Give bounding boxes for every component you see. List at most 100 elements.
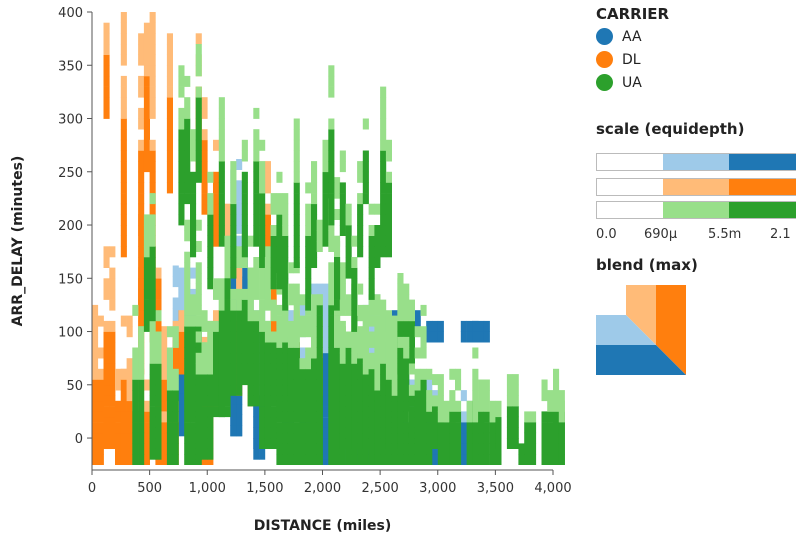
heatmap-cell-aa xyxy=(236,190,243,202)
heatmap-cell-ua xyxy=(287,422,294,434)
heatmap-cell-ua xyxy=(374,304,381,316)
heatmap-cell-ua xyxy=(351,406,358,418)
heatmap-cell-dl xyxy=(224,203,231,215)
heatmap-cell-ua xyxy=(190,203,197,215)
heatmap-cell-ua xyxy=(311,246,318,258)
heatmap-cell-ua xyxy=(247,363,254,375)
heatmap-cell-ua xyxy=(530,454,537,465)
heatmap-cell-ua xyxy=(218,288,225,300)
heatmap-cell-dl xyxy=(109,363,116,375)
heatmap-cell-aa xyxy=(230,425,237,437)
heatmap-cell-dl xyxy=(120,422,127,434)
heatmap-cell-ua xyxy=(190,454,197,465)
heatmap-cell-ua xyxy=(414,422,421,434)
heatmap-cell-ua xyxy=(414,454,421,465)
heatmap-cell-ua xyxy=(132,422,139,434)
heatmap-cell-dl xyxy=(138,267,145,279)
heatmap-cell-dl xyxy=(120,75,127,87)
heatmap-cell-ua xyxy=(195,438,202,449)
heatmap-cell-dl xyxy=(161,358,168,370)
heatmap-cell-ua xyxy=(213,363,220,375)
heatmap-cell-ua xyxy=(305,225,312,236)
blend-legend-title: blend (max) xyxy=(596,256,698,274)
heatmap-cell-ua xyxy=(253,150,260,162)
heatmap-cell-ua xyxy=(213,395,220,407)
heatmap-cell-dl xyxy=(103,384,110,396)
heatmap-cell-ua xyxy=(213,406,220,418)
heatmap-cell-ua xyxy=(357,443,364,455)
heatmap-cell-ua xyxy=(138,443,145,455)
heatmap-cell-dl xyxy=(92,347,99,359)
heatmap-cell-ua xyxy=(293,336,300,348)
heatmap-cell-aa xyxy=(299,347,306,359)
heatmap-cell-ua xyxy=(270,342,277,354)
heatmap-cell-ua xyxy=(345,304,352,316)
heatmap-cell-dl xyxy=(103,352,110,364)
heatmap-cell-ua xyxy=(270,384,277,396)
heatmap-cell-aa xyxy=(236,159,243,170)
heatmap-cell-ua xyxy=(143,225,150,236)
heatmap-cell-dl xyxy=(92,358,99,370)
heatmap-cell-ua xyxy=(299,443,306,455)
heatmap-cell-ua xyxy=(149,310,156,322)
heatmap-cell-ua xyxy=(547,411,554,423)
heatmap-cell-ua xyxy=(553,432,560,444)
heatmap-cell-ua xyxy=(155,416,162,428)
heatmap-cell-dl xyxy=(143,44,150,55)
heatmap-cell-dl xyxy=(103,257,110,268)
heatmap-cell-aa xyxy=(460,411,467,423)
heatmap-cell-ua xyxy=(236,288,243,300)
heatmap-cell-ua xyxy=(483,390,490,402)
heatmap-cell-ua xyxy=(299,454,306,465)
heatmap-cell-dl xyxy=(155,320,162,332)
heatmap-cell-ua xyxy=(472,443,479,455)
heatmap-cell-ua xyxy=(495,406,502,418)
heatmap-cell-ua xyxy=(184,336,191,348)
heatmap-cell-ua xyxy=(391,315,398,327)
heatmap-cell-ua xyxy=(397,432,404,444)
heatmap-cell-aa xyxy=(432,331,439,343)
heatmap-cell-ua xyxy=(270,267,277,279)
heatmap-cell-ua xyxy=(218,193,225,205)
heatmap-cell-ua xyxy=(478,400,485,412)
heatmap-cell-dl xyxy=(115,443,122,455)
heatmap-cell-ua xyxy=(230,320,237,332)
heatmap-cell-ua xyxy=(166,443,173,455)
heatmap-cell-ua xyxy=(334,278,341,290)
heatmap-cell-dl xyxy=(178,363,185,375)
heatmap-cell-ua xyxy=(391,363,398,375)
heatmap-cell-aa xyxy=(322,406,329,418)
heatmap-cell-ua xyxy=(437,411,444,423)
heatmap-cell-dl xyxy=(138,44,145,55)
heatmap-cell-dl xyxy=(103,331,110,343)
heatmap-cell-dl xyxy=(155,278,162,290)
heatmap-cell-dl xyxy=(172,352,179,364)
heatmap-cell-ua xyxy=(437,384,444,396)
heatmap-cell-ua xyxy=(322,225,329,236)
heatmap-cell-ua xyxy=(530,422,537,434)
heatmap-cell-ua xyxy=(506,395,513,407)
heatmap-cell-ua xyxy=(184,230,191,242)
heatmap-cell-ua xyxy=(184,193,191,205)
heatmap-cell-ua xyxy=(299,368,306,380)
heatmap-cell-ua xyxy=(305,299,312,311)
heatmap-cell-ua xyxy=(380,193,387,205)
heatmap-cell-ua xyxy=(408,454,415,465)
heatmap-cell-ua xyxy=(236,331,243,343)
heatmap-cell-ua xyxy=(172,336,179,348)
heatmap-cell-ua xyxy=(311,422,318,434)
heatmap-cell-ua xyxy=(287,368,294,380)
heatmap-cell-ua xyxy=(345,411,352,423)
heatmap-cell-ua xyxy=(380,225,387,236)
heatmap-cell-ua xyxy=(259,171,266,183)
heatmap-cell-ua xyxy=(380,374,387,386)
heatmap-cell-ua xyxy=(282,454,289,465)
heatmap-cell-ua xyxy=(218,320,225,332)
heatmap-cell-ua xyxy=(299,315,306,327)
heatmap-cell-ua xyxy=(259,139,266,151)
heatmap-cell-ua xyxy=(334,368,341,380)
heatmap-cell-ua xyxy=(230,257,237,268)
heatmap-cell-ua xyxy=(184,139,191,151)
heatmap-cell-ua xyxy=(230,384,237,396)
heatmap-cell-dl xyxy=(149,203,156,215)
